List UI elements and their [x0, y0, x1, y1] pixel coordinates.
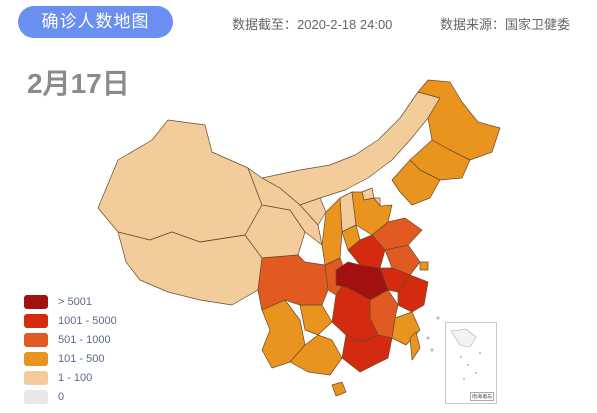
region-shaanxi[interactable]: [321, 197, 343, 266]
region-zhejiang[interactable]: [397, 274, 429, 313]
legend-label: > 5001: [58, 295, 92, 308]
data-source-text: 数据来源：国家卫健委: [440, 17, 571, 32]
region-shanghai[interactable]: [419, 261, 429, 271]
region-guangdong[interactable]: [341, 334, 393, 373]
legend-label: 0: [58, 390, 65, 403]
region-taiwan[interactable]: [409, 331, 421, 361]
region-tibet[interactable]: [117, 231, 263, 306]
island-marker: [430, 348, 434, 352]
legend-item-gt5001[interactable]: > 5001: [24, 292, 117, 311]
inset-caption: 南海诸岛: [469, 392, 494, 401]
region-hubei[interactable]: [335, 261, 389, 301]
region-yunnan[interactable]: [257, 289, 306, 369]
legend-swatch: [24, 389, 48, 404]
legend-swatch: [24, 294, 48, 309]
inset-islands-map: [450, 328, 481, 380]
island-marker: [436, 316, 440, 320]
map-title-badge: 确诊人数地图: [18, 6, 173, 38]
legend: > 5001 1001 - 5000 501 - 1000 101 - 500 …: [24, 292, 117, 406]
region-guizhou[interactable]: [299, 304, 333, 336]
region-liaoning[interactable]: [391, 159, 441, 206]
region-xinjiang[interactable]: [97, 119, 263, 243]
legend-swatch: [24, 313, 48, 328]
legend-swatch: [24, 351, 48, 366]
legend-item-1001-5000[interactable]: 1001 - 5000: [24, 311, 117, 330]
region-sichuan[interactable]: [257, 254, 329, 311]
legend-item-1-100[interactable]: 1 - 100: [24, 368, 117, 387]
region-hebei[interactable]: [351, 191, 393, 236]
region-guangxi[interactable]: [289, 334, 343, 376]
legend-item-zero[interactable]: 0: [24, 387, 117, 406]
legend-item-501-1000[interactable]: 501 - 1000: [24, 330, 117, 349]
data-cutoff-text: 数据截至：2020-2-18 24:00: [232, 17, 393, 32]
region-jiangsu[interactable]: [384, 244, 421, 276]
map-title: 确诊人数地图: [41, 12, 150, 31]
region-heilongjiang[interactable]: [417, 79, 501, 161]
south-china-sea-inset: 南海诸岛: [445, 322, 497, 404]
legend-item-101-500[interactable]: 101 - 500: [24, 349, 117, 368]
legend-label: 1001 - 5000: [58, 314, 117, 327]
legend-label: 1 - 100: [58, 371, 93, 384]
region-hainan[interactable]: [331, 381, 347, 397]
legend-label: 501 - 1000: [58, 333, 111, 346]
legend-swatch: [24, 370, 48, 385]
legend-label: 101 - 500: [58, 352, 105, 365]
island-marker: [426, 336, 430, 340]
date-label: 2月17日: [27, 68, 130, 99]
legend-swatch: [24, 332, 48, 347]
